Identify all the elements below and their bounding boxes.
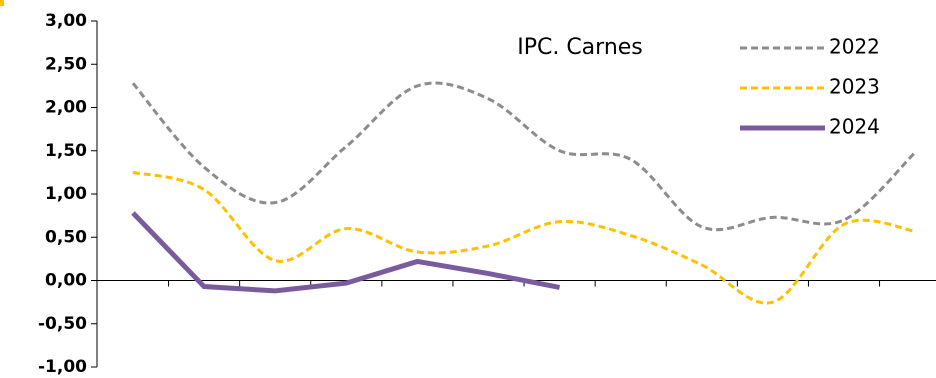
y-tick-label: 1,00 (45, 184, 87, 204)
chart-title: IPC. Carnes (517, 35, 643, 60)
y-tick-label: 0,50 (45, 227, 87, 247)
legend-label: 2023 (829, 75, 880, 99)
series-line (132, 170, 916, 305)
y-tick-label: -1,00 (38, 357, 87, 377)
y-tick-label: -0,50 (38, 314, 87, 334)
y-tick-label: 2,50 (45, 54, 87, 74)
series-line (131, 81, 917, 232)
corner-mark (0, 0, 4, 6)
y-tick-label: 3,00 (45, 11, 87, 31)
series-line (131, 211, 561, 294)
y-tick-label: 2,00 (45, 98, 87, 118)
y-tick-label: 0,00 (45, 271, 87, 291)
legend-label: 2022 (829, 35, 880, 59)
y-tick-label: 1,50 (45, 141, 87, 161)
legend-label: 2024 (829, 115, 880, 139)
